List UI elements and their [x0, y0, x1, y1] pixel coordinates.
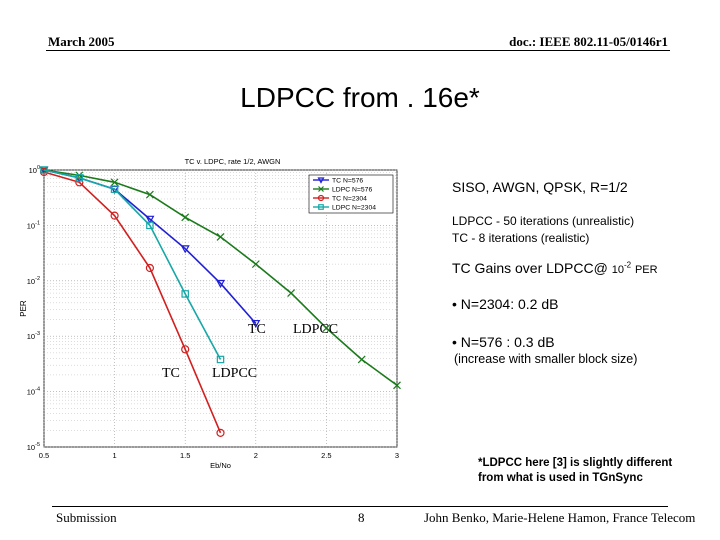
data-point-ldpc-n-2304 — [110, 185, 119, 193]
x-axis-label: Eb/No — [210, 461, 231, 470]
data-point-tc-n-576 — [145, 215, 155, 224]
x-tick-label: 2 — [254, 451, 258, 460]
y-tick-exponent: -4 — [35, 387, 40, 393]
data-point-ldpc-n-576 — [110, 178, 119, 187]
note-ldpc-iterations: LDPCC - 50 iterations (unrealistic) — [452, 214, 635, 228]
y-tick-exponent: -1 — [35, 220, 40, 226]
y-tick-label: 10-2 — [27, 276, 40, 286]
data-point-ldpc-n-2304 — [181, 290, 189, 298]
footer-authors: John Benko, Marie-Helene Hamon, France T… — [424, 510, 696, 525]
y-tick-exponent: -2 — [35, 276, 40, 282]
marker-stroke — [181, 213, 190, 222]
annotation-label: TC — [162, 366, 180, 381]
data-point-ldpc-n-576 — [287, 289, 296, 298]
y-tick-label: 10-4 — [27, 387, 40, 397]
note-tc-iterations: TC - 8 iterations (realistic) — [452, 231, 590, 245]
legend-marker — [317, 177, 325, 184]
y-tick-label: 100 — [29, 165, 40, 175]
footer-submission: Submission — [56, 510, 117, 525]
marker-stroke — [393, 381, 401, 390]
annotation-label: LDPCC — [212, 366, 257, 381]
legend-entry: TC N=576 — [332, 178, 363, 185]
marker-stroke — [251, 260, 260, 269]
footer-page-number: 8 — [358, 510, 365, 525]
note-gain-2304: • N=2304: 0.2 dB — [452, 296, 559, 312]
series-line-tc-n-2304 — [43, 171, 222, 434]
annotation-label: TC — [248, 322, 266, 337]
legend-entry: LDPC N=2304 — [332, 205, 376, 212]
gains-suffix: PER — [634, 264, 658, 276]
legend-marker — [318, 204, 324, 210]
gains-prefix: TC Gains over LDPCC@ — [452, 260, 608, 276]
header-divider — [46, 50, 670, 51]
note-tc-gains: TC Gains over LDPCC@ 10-2 PER — [452, 260, 658, 276]
y-tick-exponent: -5 — [35, 442, 40, 448]
marker-stroke — [287, 289, 296, 298]
legend-entry: LDPC N=576 — [332, 187, 372, 194]
marker-stroke — [318, 186, 324, 192]
x-tick-label: 0.5 — [39, 451, 49, 460]
data-point-ldpc-n-576 — [181, 213, 190, 222]
y-tick-exponent: 0 — [37, 165, 40, 171]
data-point-ldpc-n-576 — [322, 324, 331, 333]
gains-exp: -2 — [623, 260, 632, 270]
gains-base: 10 — [611, 264, 624, 276]
data-point-ldpc-n-576 — [145, 190, 154, 199]
data-point-ldpc-n-576 — [216, 232, 225, 241]
marker-stroke — [216, 232, 225, 241]
chart-title: TC v. LDPC, rate 1/2, AWGN — [185, 157, 281, 166]
x-tick-label: 1 — [113, 451, 117, 460]
legend-entry: TC N=2304 — [332, 196, 367, 203]
y-tick-label: 10-3 — [27, 331, 40, 341]
x-tick-label: 2.5 — [321, 451, 331, 460]
annotation-label: LDPCC — [293, 322, 338, 337]
y-tick-label: 10-1 — [27, 220, 40, 230]
data-point-tc-n-2304 — [181, 345, 190, 354]
data-point-ldpc-n-2304 — [146, 221, 154, 230]
data-point-ldpc-n-2304 — [75, 174, 84, 182]
legend-marker — [318, 186, 324, 192]
note-siso: SISO, AWGN, QPSK, R=1/2 — [452, 179, 628, 195]
note-increase: (increase with smaller block size) — [454, 352, 638, 366]
header-doc-id: doc.: IEEE 802.11-05/0146r1 — [509, 34, 668, 49]
data-point-tc-n-2304 — [75, 178, 84, 187]
marker-stroke — [145, 190, 154, 199]
x-tick-label: 1.5 — [180, 451, 190, 460]
series-line-ldpc-n-2304 — [43, 169, 222, 360]
marker-stroke — [110, 178, 119, 187]
data-point-ldpc-n-576 — [251, 260, 260, 269]
data-point-ldpc-n-576 — [393, 381, 401, 390]
data-point-tc-n-2304 — [145, 263, 154, 273]
data-point-tc-n-576 — [215, 279, 226, 289]
header-date: March 2005 — [48, 34, 115, 49]
legend-marker — [317, 194, 325, 202]
y-axis-label: PER — [19, 300, 28, 317]
footer-divider — [52, 506, 668, 507]
marker-stroke — [357, 355, 366, 364]
footnote-line-2: from what is used in TGnSync — [478, 472, 643, 484]
y-tick-label: 10-5 — [27, 442, 40, 452]
y-tick-exponent: -3 — [35, 331, 40, 337]
data-point-tc-n-576 — [180, 245, 190, 254]
data-point-tc-n-2304 — [110, 211, 119, 220]
data-point-tc-n-2304 — [216, 428, 225, 437]
data-point-tc-n-576 — [251, 320, 261, 329]
marker-stroke — [322, 324, 331, 333]
footnote: *LDPCC here [3] is slightly different fr… — [478, 456, 672, 486]
footnote-line-1: *LDPCC here [3] is slightly different — [478, 457, 673, 469]
data-point-ldpc-n-2304 — [40, 166, 48, 174]
slide-title: LDPCC from . 16e* — [240, 82, 480, 113]
data-point-ldpc-n-576 — [357, 355, 366, 364]
x-tick-label: 3 — [395, 451, 399, 460]
data-point-ldpc-n-2304 — [216, 355, 225, 364]
note-gain-576: • N=576 : 0.3 dB — [452, 334, 555, 350]
plot-area — [43, 169, 398, 448]
